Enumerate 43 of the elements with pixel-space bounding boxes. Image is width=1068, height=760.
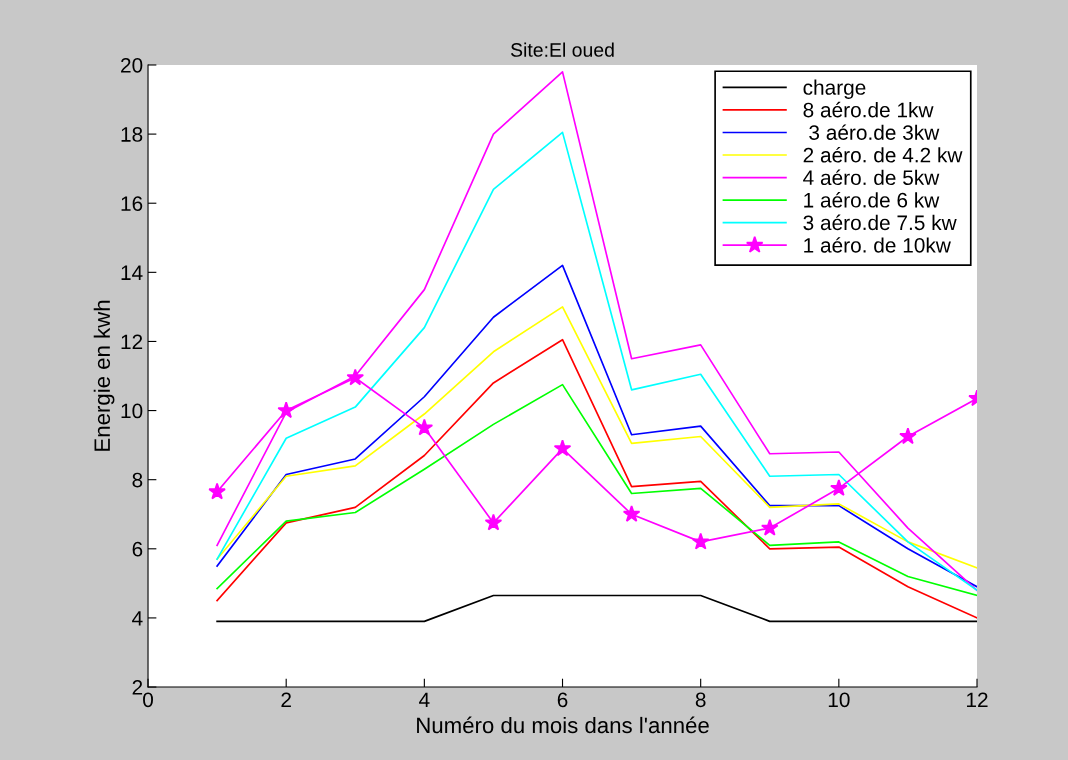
- line-series: [216, 264, 978, 588]
- legend-label: 1 aéro.de 6 kw: [804, 192, 940, 208]
- line-series: [216, 338, 978, 619]
- y-tick-label: 20: [121, 57, 143, 73]
- legend-label: 3 aéro.de 3kw: [809, 124, 940, 140]
- point: [415, 418, 434, 436]
- y-tick-label: 10: [121, 403, 143, 419]
- point: [484, 513, 503, 531]
- x-tick-label: 0: [143, 692, 153, 708]
- point: [830, 479, 848, 496]
- line-series: [216, 306, 978, 569]
- point: [622, 505, 641, 522]
- y-tick-label: 12: [121, 334, 143, 349]
- legend-label: charge: [803, 79, 866, 99]
- y-tick-label: 16: [121, 196, 143, 211]
- x-axis-title: Numéro du mois dans l'année: [417, 716, 709, 734]
- x-tick-label: 4: [419, 692, 430, 707]
- point: [899, 427, 917, 445]
- point: [761, 518, 779, 536]
- legend-label: 3 aéro.de 7.5 kw: [803, 214, 957, 231]
- legend-label: 2 aéro. de 4.2 kw: [803, 146, 963, 163]
- y-tick-label: 18: [121, 127, 143, 142]
- x-tick-label: 8: [695, 692, 706, 708]
- x-tick-label: 12: [967, 692, 988, 707]
- x-tick-label: 6: [557, 692, 568, 708]
- legend-label: 1 aéro. de 10kw: [804, 237, 951, 253]
- chart-title: Site:El oued: [510, 42, 614, 57]
- point: [346, 368, 365, 386]
- legend-label: 8 aéro.de 1kw: [803, 101, 934, 118]
- line-series: [216, 383, 978, 597]
- point: [691, 532, 710, 550]
- y-tick-label: 6: [132, 541, 143, 557]
- y-tick-label: 4: [132, 611, 143, 626]
- legend-label: 4 aéro. de 5kw: [803, 169, 940, 186]
- y-axis-title: Energie en kwh: [93, 300, 115, 451]
- point: [277, 401, 295, 419]
- y-tick-label: 2: [132, 680, 143, 695]
- x-tick-label: 10: [828, 692, 850, 708]
- point: [208, 482, 226, 500]
- point: [553, 439, 572, 457]
- x-tick-label: 2: [281, 692, 291, 707]
- y-tick-label: 8: [132, 472, 143, 488]
- y-tick-label: 14: [121, 265, 143, 280]
